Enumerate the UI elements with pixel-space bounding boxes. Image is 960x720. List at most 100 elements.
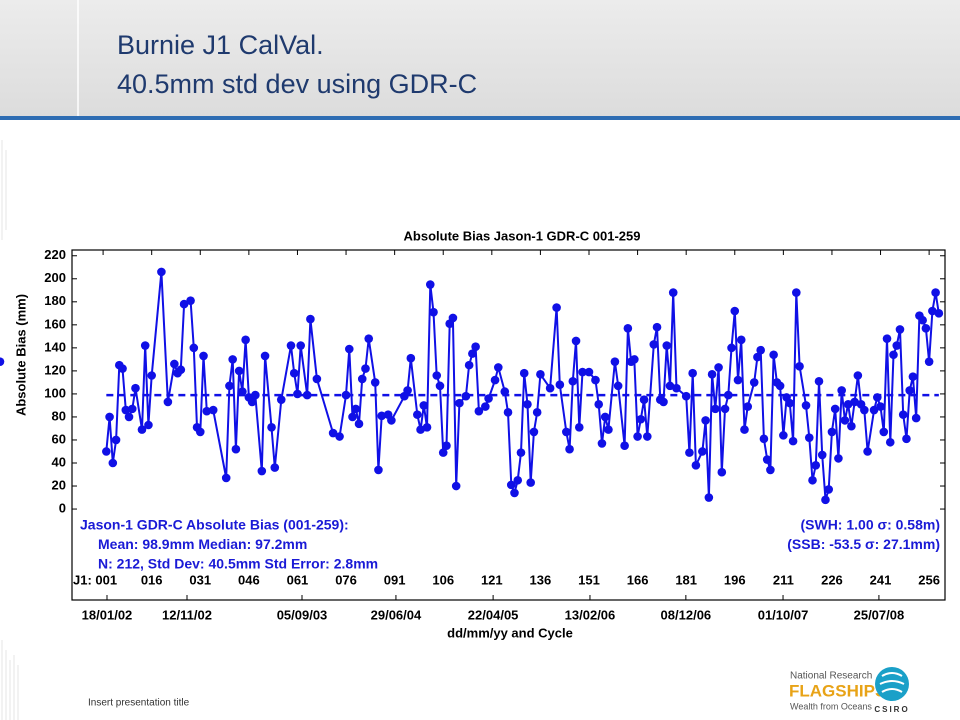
data-point bbox=[711, 404, 720, 414]
data-point bbox=[455, 398, 464, 408]
cycle-tick-label: 151 bbox=[578, 572, 600, 587]
data-point bbox=[364, 334, 374, 343]
data-point bbox=[636, 414, 646, 424]
data-point bbox=[814, 376, 824, 386]
data-point bbox=[348, 412, 357, 422]
data-point bbox=[552, 303, 561, 312]
data-point bbox=[714, 363, 723, 372]
cycle-tick-label: 121 bbox=[481, 572, 503, 587]
slide-title: Burnie J1 CalVal. bbox=[117, 30, 324, 60]
data-point bbox=[733, 375, 743, 385]
data-point bbox=[328, 428, 338, 438]
cycle-tick-label: 076 bbox=[335, 572, 357, 587]
data-point bbox=[127, 404, 137, 414]
data-point bbox=[471, 342, 480, 352]
data-point bbox=[247, 397, 257, 407]
data-point bbox=[821, 495, 830, 505]
data-point bbox=[795, 361, 804, 371]
data-point bbox=[934, 309, 944, 318]
plot-frame bbox=[71, 249, 946, 601]
logo-text: CSIRO bbox=[874, 705, 909, 714]
data-point bbox=[779, 431, 788, 440]
data-point bbox=[461, 391, 471, 401]
data-point bbox=[0, 357, 5, 366]
data-point bbox=[885, 437, 895, 447]
data-point bbox=[286, 341, 296, 350]
data-point bbox=[908, 372, 918, 381]
y-axis-label: Absolute Bias (mm) bbox=[13, 294, 28, 416]
data-point bbox=[464, 360, 474, 370]
data-point bbox=[630, 355, 639, 364]
data-point bbox=[827, 427, 837, 437]
data-point bbox=[403, 386, 412, 395]
data-point bbox=[688, 368, 697, 378]
cycle-tick-label: 256 bbox=[918, 572, 940, 587]
data-point bbox=[111, 435, 121, 445]
data-point bbox=[740, 425, 749, 434]
data-point bbox=[817, 450, 827, 460]
date-tick-label: 18/01/02 bbox=[82, 607, 133, 622]
data-point bbox=[759, 434, 769, 444]
data-point bbox=[270, 463, 280, 472]
cycle-tick-label: 241 bbox=[870, 572, 892, 587]
y-tick-label: 60 bbox=[52, 431, 66, 446]
data-point bbox=[652, 322, 662, 332]
data-point bbox=[762, 455, 772, 464]
data-point bbox=[620, 441, 629, 451]
data-point bbox=[545, 383, 555, 393]
cycle-tick-label: 061 bbox=[287, 572, 309, 587]
data-point bbox=[147, 371, 156, 380]
data-point bbox=[707, 370, 717, 379]
data-point bbox=[837, 386, 846, 395]
annotation: Mean: 98.9mm Median: 97.2mm bbox=[98, 536, 307, 552]
data-point bbox=[756, 345, 765, 355]
data-point bbox=[863, 447, 872, 456]
data-point bbox=[584, 367, 594, 377]
cycle-tick-label: J1: 001 bbox=[73, 572, 117, 587]
data-point bbox=[788, 436, 798, 446]
data-point bbox=[312, 374, 322, 384]
data-point bbox=[438, 448, 448, 457]
data-point bbox=[202, 406, 212, 416]
data-point bbox=[562, 427, 571, 437]
data-point bbox=[195, 427, 205, 437]
data-point bbox=[749, 378, 759, 387]
cycle-tick-label: 181 bbox=[675, 572, 697, 587]
data-point bbox=[335, 432, 344, 441]
data-point bbox=[847, 421, 856, 431]
data-point bbox=[597, 439, 607, 448]
data-point bbox=[176, 365, 186, 375]
x-axis-label: dd/mm/yy and Cycle bbox=[447, 625, 573, 640]
data-point bbox=[727, 343, 736, 353]
logo-text: FLAGSHIPS bbox=[789, 681, 886, 700]
data-point bbox=[425, 280, 435, 289]
logo-waves bbox=[879, 672, 905, 693]
data-point bbox=[785, 398, 795, 408]
data-point bbox=[911, 413, 921, 423]
data-point bbox=[830, 404, 840, 414]
data-point bbox=[516, 448, 526, 457]
data-point bbox=[892, 341, 902, 350]
annotation: (SSB: -53.5 σ: 27.1mm) bbox=[787, 536, 940, 552]
data-point bbox=[513, 475, 523, 485]
data-point bbox=[208, 405, 218, 415]
data-point bbox=[108, 458, 118, 468]
data-point bbox=[163, 397, 173, 407]
data-point bbox=[189, 343, 199, 353]
slide-title: 40.5mm std dev using GDR-C bbox=[117, 69, 477, 99]
data-point bbox=[231, 444, 241, 454]
data-point bbox=[704, 493, 714, 502]
data-point bbox=[137, 425, 147, 434]
data-point bbox=[157, 267, 166, 277]
data-point bbox=[574, 423, 584, 432]
data-point bbox=[257, 466, 267, 476]
data-point bbox=[419, 401, 429, 410]
data-point bbox=[276, 395, 286, 404]
data-point bbox=[720, 404, 730, 414]
data-point bbox=[565, 444, 574, 454]
data-point bbox=[591, 375, 600, 385]
cycle-tick-label: 091 bbox=[384, 572, 406, 587]
data-point bbox=[361, 364, 370, 373]
data-point bbox=[769, 350, 778, 360]
data-point bbox=[387, 416, 396, 425]
